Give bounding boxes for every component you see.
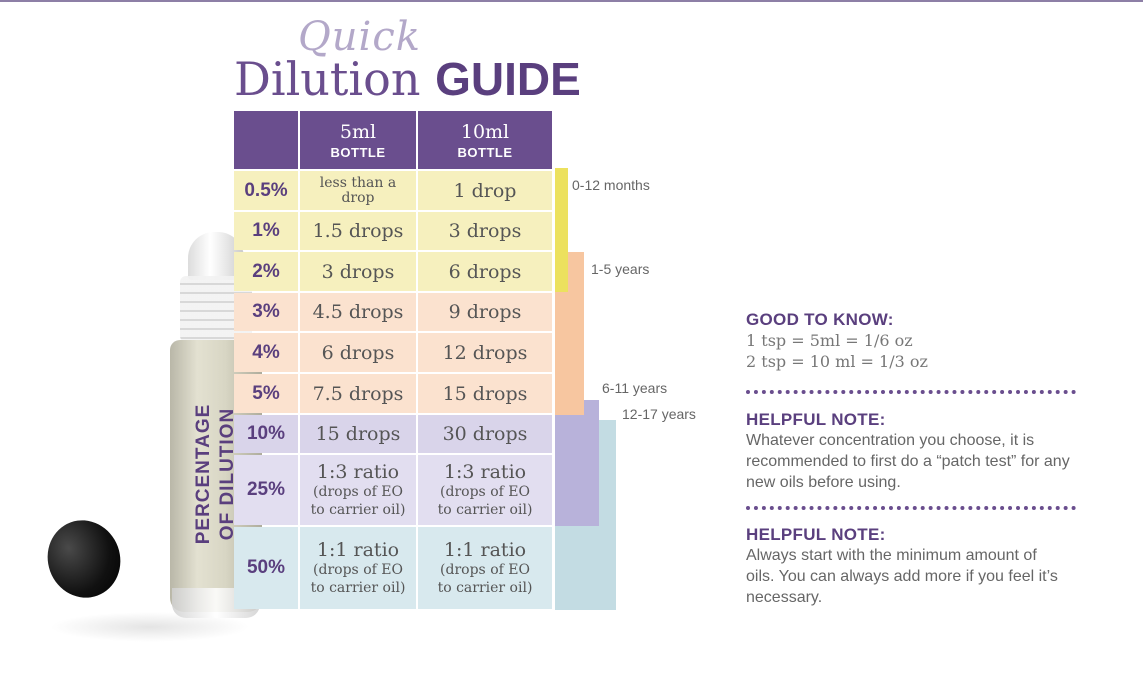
row-5-ml5: 7.5 drops — [300, 374, 416, 413]
black-cap — [36, 510, 132, 608]
ratio-note: (drops of EO to carrier oil) — [437, 562, 533, 596]
drops-value: 7.5 drops — [312, 382, 404, 405]
drops-value: 15 drops — [315, 423, 401, 445]
dotted-divider-2 — [746, 506, 1076, 510]
ratio-note: (drops of EO to carrier oil) — [437, 484, 533, 518]
percent-value: 10% — [246, 423, 286, 444]
header-10ml: 10ml BOTTLE — [418, 111, 552, 169]
row-6-ml10: 30 drops — [418, 415, 552, 453]
row-8-percent: 50% — [234, 527, 298, 609]
helpful-note-2: HELPFUL NOTE: Always start with the mini… — [746, 525, 1076, 608]
percent-value: 3% — [252, 301, 280, 322]
row-1-ml5: 1.5 drops — [300, 212, 416, 250]
drops-value: 9 drops — [448, 301, 522, 323]
row-7-ml5: 1:3 ratio (drops of EO to carrier oil) — [300, 455, 416, 525]
row-3-ml10: 9 drops — [418, 293, 552, 331]
header-bottle: BOTTLE — [330, 144, 386, 160]
drops-value: 3 drops — [448, 220, 522, 242]
helpful-note-2-heading: HELPFUL NOTE: — [746, 525, 886, 544]
drops-value: 30 drops — [442, 423, 528, 445]
row-0-percent: 0.5% — [234, 171, 298, 210]
percent-value: 25% — [246, 479, 286, 500]
drops-value: 6 drops — [321, 341, 395, 364]
row-3-ml5: 4.5 drops — [300, 293, 416, 331]
row-3-percent: 3% — [234, 293, 298, 331]
row-8-ml5: 1:1 ratio (drops of EO to carrier oil) — [300, 527, 416, 609]
row-1-ml10: 3 drops — [418, 212, 552, 250]
row-7-ml10: 1:3 ratio (drops of EO to carrier oil) — [418, 455, 552, 525]
row-8-ml10: 1:1 ratio (drops of EO to carrier oil) — [418, 527, 552, 609]
age-bar-0 — [555, 168, 568, 292]
drops-value: 1:3 ratio — [316, 461, 400, 483]
drops-value: 1:3 ratio — [443, 461, 527, 483]
percent-value: 0.5% — [244, 179, 288, 201]
header-size: 5ml — [339, 120, 377, 143]
drops-value: 15 drops — [442, 382, 528, 405]
roller-bottle-illustration: PERCENTAGE OF DILUTION — [36, 232, 262, 652]
top-border-line — [0, 0, 1143, 2]
title-guide: GUIDE — [435, 53, 581, 105]
age-label-3: 12-17 years — [622, 406, 696, 422]
side-label-line1: PERCENTAGE — [193, 403, 214, 545]
ratio-note: (drops of EO to carrier oil) — [310, 484, 406, 518]
drops-value: less than a drop — [319, 174, 397, 206]
conversion-line-2: 2 tsp = 10 ml = 1/3 oz — [746, 352, 928, 371]
row-2-percent: 2% — [234, 252, 298, 291]
helpful-note-1-text: Whatever concentration you choose, it is… — [746, 432, 1070, 491]
good-to-know-heading: GOOD TO KNOW: — [746, 310, 894, 329]
drops-value: 3 drops — [321, 260, 395, 283]
age-label-1: 1-5 years — [591, 261, 650, 277]
dotted-divider-1 — [746, 390, 1076, 394]
header-bottle: BOTTLE — [457, 144, 513, 160]
drops-value: 12 drops — [442, 341, 528, 364]
drops-value: 4.5 drops — [312, 301, 404, 323]
percent-value: 1% — [252, 220, 280, 241]
row-4-ml10: 12 drops — [418, 333, 552, 372]
percent-value: 4% — [252, 341, 280, 363]
percent-value: 2% — [252, 260, 280, 282]
drops-value: 1.5 drops — [312, 220, 404, 242]
row-0-ml10: 1 drop — [418, 171, 552, 210]
conversion-line-1: 1 tsp = 5ml = 1/6 oz — [746, 331, 913, 350]
row-4-ml5: 6 drops — [300, 333, 416, 372]
title-main: Dilution GUIDE — [234, 52, 581, 106]
title-quick: Quick — [298, 14, 421, 60]
helpful-note-1: HELPFUL NOTE: Whatever concentration you… — [746, 410, 1096, 493]
row-5-ml10: 15 drops — [418, 374, 552, 413]
drops-value: 6 drops — [448, 260, 522, 283]
row-2-ml10: 6 drops — [418, 252, 552, 291]
drops-value: 1:1 ratio — [316, 539, 400, 561]
percentage-of-dilution-label: PERCENTAGE OF DILUTION — [192, 404, 240, 545]
ratio-note: (drops of EO to carrier oil) — [310, 562, 406, 596]
row-5-percent: 5% — [234, 374, 298, 413]
row-1-percent: 1% — [234, 212, 298, 250]
row-6-ml5: 15 drops — [300, 415, 416, 453]
header-corner-cell — [234, 111, 298, 169]
helpful-note-2-text: Always start with the minimum amount of … — [746, 547, 1058, 606]
row-6-percent: 10% — [234, 415, 298, 453]
header-size: 10ml — [460, 120, 510, 143]
age-label-2: 6-11 years — [602, 380, 668, 396]
row-4-percent: 4% — [234, 333, 298, 372]
row-0-ml5: less than a drop — [300, 171, 416, 210]
drops-value: 1:1 ratio — [443, 539, 527, 561]
helpful-note-1-heading: HELPFUL NOTE: — [746, 410, 886, 429]
drops-value: 1 drop — [453, 179, 517, 202]
age-label-0: 0-12 months — [572, 177, 650, 193]
age-bar-2 — [555, 400, 599, 526]
row-2-ml5: 3 drops — [300, 252, 416, 291]
percent-value: 5% — [252, 382, 280, 404]
good-to-know-section: GOOD TO KNOW: 1 tsp = 5ml = 1/6 oz 2 tsp… — [746, 310, 1106, 372]
percent-value: 50% — [246, 557, 286, 578]
title-dilution: Dilution — [234, 52, 421, 106]
row-7-percent: 25% — [234, 455, 298, 525]
header-5ml: 5ml BOTTLE — [300, 111, 416, 169]
